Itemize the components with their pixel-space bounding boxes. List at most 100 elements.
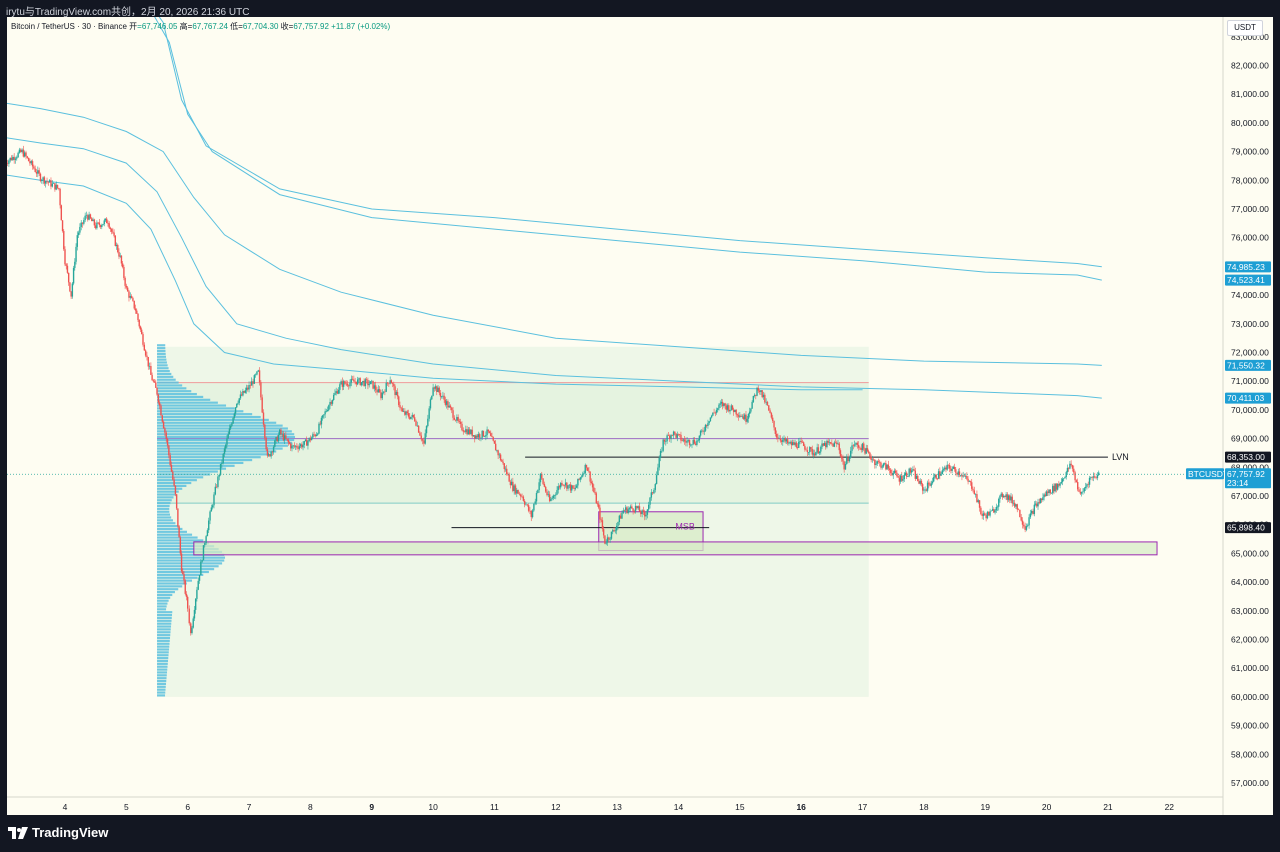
candle-body (832, 443, 834, 447)
chart-svg[interactable]: LVN MSB 57,000.00 58,000.00 59,000.00 60,000.… (7, 17, 1273, 815)
candle-body (742, 416, 745, 420)
candle-body (272, 446, 275, 453)
volume-profile-bar (157, 415, 261, 419)
candle-body (51, 183, 53, 187)
candle-body (20, 149, 22, 153)
candle-body (166, 438, 169, 446)
candle-body (217, 476, 219, 487)
y-tick-label: 76,000.00 (1231, 233, 1269, 243)
legend-symbol: Bitcoin / TetherUS · 30 · Binance (11, 22, 127, 31)
candle-body (384, 391, 386, 393)
candle-body (628, 508, 631, 510)
candle-body (805, 449, 807, 451)
candle-body (451, 407, 453, 411)
candle-body (691, 444, 693, 445)
candle-body (61, 220, 64, 232)
candle-body (411, 414, 413, 417)
legend-low: 67,704.30 (242, 22, 279, 31)
candle-body (522, 496, 525, 501)
candle-body (22, 149, 25, 157)
candle-body (733, 409, 735, 413)
candle-body (958, 471, 961, 476)
candle-body (286, 438, 288, 440)
candle-body (713, 412, 715, 414)
volume-profile-bar (157, 645, 170, 648)
candle-body (150, 366, 152, 375)
candle-body (617, 521, 619, 526)
candle-body (225, 444, 227, 449)
candle-body (766, 401, 769, 406)
candle-body (685, 441, 687, 443)
candle-body (12, 156, 14, 161)
volume-profile-bar (157, 413, 253, 416)
candle-body (930, 483, 932, 486)
candle-body (642, 510, 645, 513)
candle-body (550, 498, 552, 502)
candle-body (10, 157, 13, 161)
chart-area[interactable]: LVN MSB 57,000.00 58,000.00 59,000.00 60,000.… (7, 17, 1273, 815)
candle-body (874, 459, 876, 465)
tradingview-logo[interactable]: TradingView (8, 825, 108, 840)
candle-body (968, 481, 970, 482)
candle-body (967, 478, 969, 482)
candle-body (846, 457, 848, 464)
volume-profile-bar (157, 591, 175, 594)
candle-body (200, 561, 202, 575)
candle-body (92, 219, 94, 222)
candle-body (55, 184, 57, 190)
candle-body (853, 444, 856, 446)
candle-body (752, 395, 755, 402)
candle-body (96, 222, 98, 229)
candle-body (247, 387, 249, 390)
candle-body (156, 387, 158, 395)
candle-body (421, 439, 424, 441)
candle-body (568, 484, 570, 486)
x-tick-label: 16 (796, 802, 806, 812)
candle-body (1060, 481, 1063, 484)
candle-body (608, 537, 610, 540)
candle-body (1004, 495, 1006, 497)
candle-body (425, 426, 428, 434)
candle-body (364, 379, 367, 387)
candle-body (388, 383, 390, 385)
volume-profile-bar (157, 502, 171, 505)
candle-body (552, 495, 555, 499)
candle-body (124, 277, 126, 286)
candle-body (353, 379, 355, 382)
candle-body (476, 435, 478, 438)
candle-body (837, 443, 839, 445)
candle-body (1064, 477, 1066, 479)
candle-body (409, 416, 411, 419)
candle-body (158, 402, 161, 406)
candle-body (423, 440, 425, 444)
candle-body (160, 405, 162, 416)
candle-body (402, 411, 405, 412)
candle-body (903, 474, 905, 480)
candle-body (908, 468, 910, 477)
candle-body (937, 471, 940, 479)
candle-body (729, 409, 731, 412)
candle-body (924, 489, 926, 491)
candle-body (117, 244, 119, 252)
candle-body (855, 442, 857, 445)
candle-body (318, 423, 320, 434)
candle-body (929, 484, 931, 486)
candle-body (341, 381, 344, 387)
candle-body (413, 417, 416, 421)
candle-body (280, 429, 282, 435)
currency-button[interactable]: USDT (1227, 20, 1263, 36)
candle-body (634, 505, 637, 512)
candle-body (210, 507, 213, 512)
candle-body (839, 450, 842, 457)
candle-body (764, 394, 766, 403)
candle-body (242, 391, 244, 396)
candle-body (826, 440, 828, 448)
candle-body (731, 405, 734, 410)
volume-profile-bar (157, 387, 187, 390)
candle-body (842, 458, 844, 462)
candle-body (290, 443, 292, 449)
candle-body (902, 479, 904, 481)
candle-body (115, 244, 118, 246)
volume-profile-bar (157, 461, 244, 465)
candle-body (599, 507, 601, 520)
